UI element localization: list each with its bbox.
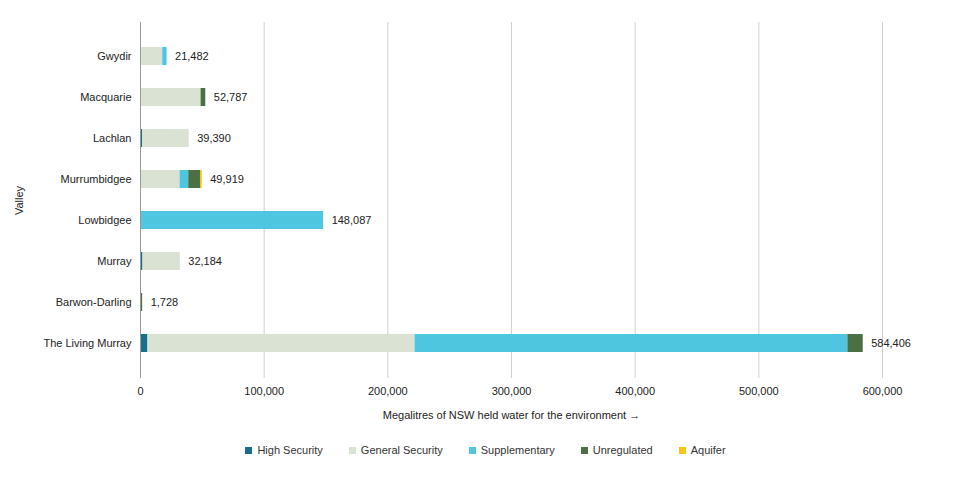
svg-text:400,000: 400,000 — [615, 385, 655, 397]
html-text:Unregulated: Unregulated — [592, 444, 653, 456]
svg-text:21,482: 21,482 — [175, 50, 209, 62]
html-text:High Security: High Security — [257, 444, 323, 456]
svg-text:Murray: Murray — [97, 255, 132, 267]
svg-text:Barwon-Darling: Barwon-Darling — [56, 296, 132, 308]
svg-text:500,000: 500,000 — [739, 385, 779, 397]
svg-text:Murrumbidgee: Murrumbidgee — [61, 173, 132, 185]
svg-text:Valley: Valley — [13, 185, 25, 215]
html-text:General Security: General Security — [360, 444, 443, 456]
svg-text:39,390: 39,390 — [197, 132, 231, 144]
html-text:Aquifer: Aquifer — [690, 444, 726, 456]
svg-text:584,406: 584,406 — [871, 337, 911, 349]
svg-text:200,000: 200,000 — [368, 385, 408, 397]
svg-text:Gwydir: Gwydir — [97, 50, 132, 62]
html-text:Supplementary: Supplementary — [480, 444, 555, 456]
svg-text:Lachlan: Lachlan — [93, 132, 132, 144]
svg-text:Macquarie: Macquarie — [80, 91, 131, 103]
svg-text:49,919: 49,919 — [210, 173, 244, 185]
svg-text:52,787: 52,787 — [214, 91, 248, 103]
svg-text:Megalitres of NSW held water f: Megalitres of NSW held water for the env… — [383, 409, 640, 421]
svg-text:Lowbidgee: Lowbidgee — [78, 214, 131, 226]
svg-text:32,184: 32,184 — [188, 255, 222, 267]
svg-text:The Living Murray: The Living Murray — [43, 337, 132, 349]
svg-text:100,000: 100,000 — [244, 385, 284, 397]
svg-text:300,000: 300,000 — [492, 385, 532, 397]
svg-text:148,087: 148,087 — [332, 214, 372, 226]
svg-text:600,000: 600,000 — [863, 385, 903, 397]
svg-text:0: 0 — [137, 385, 143, 397]
svg-text:1,728: 1,728 — [151, 296, 179, 308]
